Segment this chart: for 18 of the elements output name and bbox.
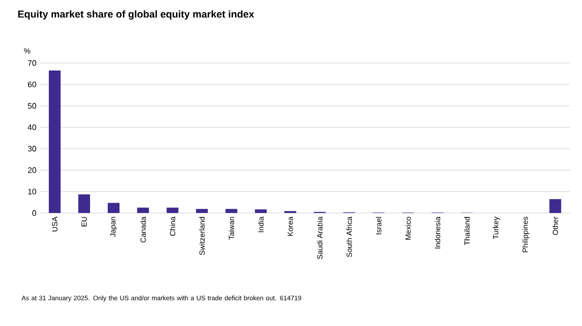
bar — [48, 70, 61, 213]
y-tick-label: 60 — [28, 82, 36, 88]
bar — [196, 208, 208, 213]
y-tick-label: 40 — [28, 124, 36, 130]
bar — [166, 208, 178, 213]
chart-title: Equity market share of global equity market index — [18, 10, 254, 20]
bar — [549, 199, 562, 213]
y-tick-label: 70 — [28, 60, 36, 66]
bar — [137, 208, 149, 213]
bar — [254, 209, 267, 213]
bar — [108, 202, 120, 213]
y-tick-label: 50 — [28, 103, 36, 109]
bar — [226, 208, 238, 213]
y-tick-label: 10 — [28, 188, 36, 194]
bar — [78, 194, 90, 213]
y-tick-label: 30 — [28, 146, 36, 152]
y-tick-label: 20 — [28, 167, 36, 173]
y-tick-label: 0 — [32, 210, 36, 216]
